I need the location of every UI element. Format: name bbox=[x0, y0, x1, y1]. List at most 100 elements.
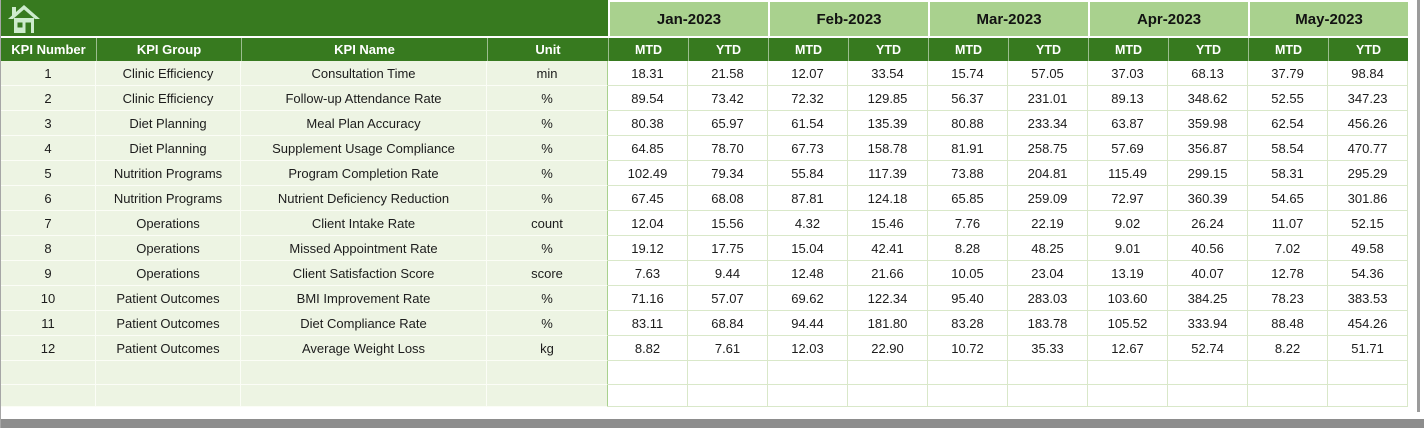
value-cell[interactable]: 33.54 bbox=[848, 61, 929, 86]
value-cell[interactable]: 54.36 bbox=[1328, 261, 1409, 286]
kpi-unit-cell[interactable]: % bbox=[487, 161, 608, 186]
kpi-unit-cell[interactable]: % bbox=[487, 86, 608, 111]
kpi-number-cell[interactable]: 11 bbox=[1, 311, 96, 336]
value-cell[interactable] bbox=[1088, 361, 1169, 385]
horizontal-scrollbar[interactable] bbox=[1, 419, 1424, 428]
mtd-header-mar[interactable]: MTD bbox=[928, 38, 1009, 61]
value-cell[interactable]: 67.45 bbox=[608, 186, 688, 211]
value-cell[interactable] bbox=[1328, 361, 1409, 385]
kpi-name-cell[interactable]: BMI Improvement Rate bbox=[241, 286, 487, 311]
value-cell[interactable]: 89.13 bbox=[1088, 86, 1169, 111]
value-cell[interactable]: 61.54 bbox=[768, 111, 848, 136]
kpi-group-cell[interactable]: Diet Planning bbox=[96, 136, 241, 161]
unit-header[interactable]: Unit bbox=[487, 38, 608, 61]
value-cell[interactable]: 7.61 bbox=[688, 336, 768, 361]
value-cell[interactable]: 8.22 bbox=[1248, 336, 1329, 361]
value-cell[interactable]: 181.80 bbox=[848, 311, 929, 336]
value-cell[interactable]: 12.67 bbox=[1088, 336, 1169, 361]
kpi-name-cell[interactable]: Average Weight Loss bbox=[241, 336, 487, 361]
value-cell[interactable] bbox=[1248, 385, 1329, 407]
value-cell[interactable]: 95.40 bbox=[928, 286, 1009, 311]
kpi-number-cell[interactable] bbox=[1, 361, 96, 385]
value-cell[interactable] bbox=[848, 361, 929, 385]
value-cell[interactable]: 117.39 bbox=[848, 161, 929, 186]
value-cell[interactable] bbox=[608, 385, 688, 407]
month-header-may[interactable]: May-2023 bbox=[1248, 0, 1409, 38]
value-cell[interactable]: 360.39 bbox=[1168, 186, 1249, 211]
value-cell[interactable]: 62.54 bbox=[1248, 111, 1329, 136]
value-cell[interactable]: 68.13 bbox=[1168, 61, 1249, 86]
value-cell[interactable]: 68.08 bbox=[688, 186, 768, 211]
value-cell[interactable]: 22.90 bbox=[848, 336, 929, 361]
value-cell[interactable] bbox=[848, 385, 929, 407]
kpi-number-cell[interactable]: 4 bbox=[1, 136, 96, 161]
kpi-unit-cell[interactable]: min bbox=[487, 61, 608, 86]
value-cell[interactable] bbox=[768, 361, 848, 385]
kpi-number-cell[interactable]: 10 bbox=[1, 286, 96, 311]
value-cell[interactable]: 8.82 bbox=[608, 336, 688, 361]
kpi-number-header[interactable]: KPI Number bbox=[1, 38, 96, 61]
ytd-header-may[interactable]: YTD bbox=[1328, 38, 1409, 61]
value-cell[interactable]: 356.87 bbox=[1168, 136, 1249, 161]
ytd-header-jan[interactable]: YTD bbox=[688, 38, 768, 61]
value-cell[interactable]: 65.97 bbox=[688, 111, 768, 136]
value-cell[interactable]: 23.04 bbox=[1008, 261, 1089, 286]
kpi-group-cell[interactable] bbox=[96, 361, 241, 385]
value-cell[interactable]: 183.78 bbox=[1008, 311, 1089, 336]
kpi-number-cell[interactable]: 6 bbox=[1, 186, 96, 211]
value-cell[interactable]: 12.04 bbox=[608, 211, 688, 236]
value-cell[interactable] bbox=[1248, 361, 1329, 385]
kpi-group-cell[interactable]: Clinic Efficiency bbox=[96, 86, 241, 111]
value-cell[interactable]: 299.15 bbox=[1168, 161, 1249, 186]
value-cell[interactable] bbox=[1328, 385, 1409, 407]
kpi-unit-cell[interactable]: % bbox=[487, 186, 608, 211]
value-cell[interactable]: 57.69 bbox=[1088, 136, 1169, 161]
value-cell[interactable]: 124.18 bbox=[848, 186, 929, 211]
value-cell[interactable]: 69.62 bbox=[768, 286, 848, 311]
value-cell[interactable]: 129.85 bbox=[848, 86, 929, 111]
value-cell[interactable]: 87.81 bbox=[768, 186, 848, 211]
kpi-name-cell[interactable]: Program Completion Rate bbox=[241, 161, 487, 186]
kpi-unit-cell[interactable]: % bbox=[487, 311, 608, 336]
value-cell[interactable]: 80.38 bbox=[608, 111, 688, 136]
value-cell[interactable] bbox=[688, 385, 768, 407]
value-cell[interactable]: 4.32 bbox=[768, 211, 848, 236]
value-cell[interactable]: 67.73 bbox=[768, 136, 848, 161]
kpi-unit-cell[interactable] bbox=[487, 385, 608, 407]
value-cell[interactable]: 12.07 bbox=[768, 61, 848, 86]
value-cell[interactable]: 15.74 bbox=[928, 61, 1009, 86]
value-cell[interactable]: 52.74 bbox=[1168, 336, 1249, 361]
value-cell[interactable]: 52.15 bbox=[1328, 211, 1409, 236]
value-cell[interactable]: 48.25 bbox=[1008, 236, 1089, 261]
value-cell[interactable] bbox=[928, 385, 1009, 407]
kpi-name-cell[interactable] bbox=[241, 361, 487, 385]
value-cell[interactable]: 42.41 bbox=[848, 236, 929, 261]
value-cell[interactable]: 98.84 bbox=[1328, 61, 1409, 86]
value-cell[interactable]: 13.19 bbox=[1088, 261, 1169, 286]
value-cell[interactable]: 81.91 bbox=[928, 136, 1009, 161]
value-cell[interactable]: 19.12 bbox=[608, 236, 688, 261]
value-cell[interactable]: 40.07 bbox=[1168, 261, 1249, 286]
mtd-header-feb[interactable]: MTD bbox=[768, 38, 848, 61]
value-cell[interactable]: 8.28 bbox=[928, 236, 1009, 261]
value-cell[interactable]: 58.31 bbox=[1248, 161, 1329, 186]
value-cell[interactable]: 347.23 bbox=[1328, 86, 1409, 111]
value-cell[interactable]: 57.07 bbox=[688, 286, 768, 311]
value-cell[interactable]: 56.37 bbox=[928, 86, 1009, 111]
value-cell[interactable]: 295.29 bbox=[1328, 161, 1409, 186]
value-cell[interactable]: 21.58 bbox=[688, 61, 768, 86]
kpi-number-cell[interactable]: 1 bbox=[1, 61, 96, 86]
kpi-group-cell[interactable] bbox=[96, 385, 241, 407]
value-cell[interactable]: 15.56 bbox=[688, 211, 768, 236]
value-cell[interactable]: 301.86 bbox=[1328, 186, 1409, 211]
value-cell[interactable]: 359.98 bbox=[1168, 111, 1249, 136]
kpi-name-cell[interactable] bbox=[241, 385, 487, 407]
value-cell[interactable]: 80.88 bbox=[928, 111, 1009, 136]
kpi-group-cell[interactable]: Operations bbox=[96, 261, 241, 286]
value-cell[interactable]: 158.78 bbox=[848, 136, 929, 161]
kpi-name-header[interactable]: KPI Name bbox=[241, 38, 487, 61]
month-header-feb[interactable]: Feb-2023 bbox=[768, 0, 929, 38]
value-cell[interactable]: 122.34 bbox=[848, 286, 929, 311]
value-cell[interactable]: 78.70 bbox=[688, 136, 768, 161]
value-cell[interactable]: 83.28 bbox=[928, 311, 1009, 336]
